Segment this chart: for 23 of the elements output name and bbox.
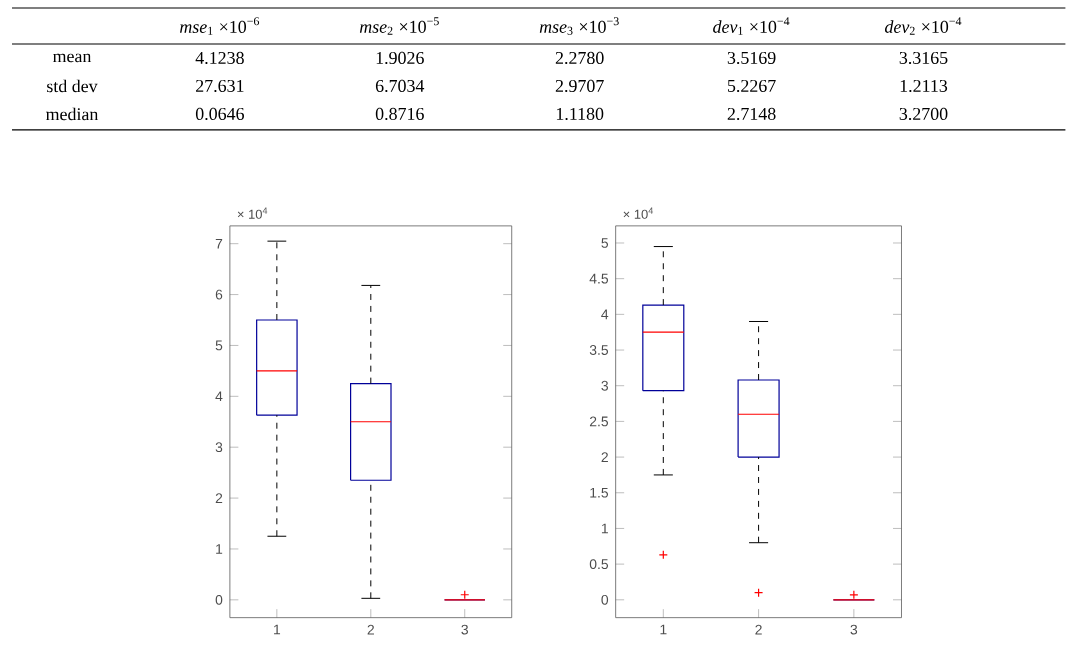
text: 4.1238 [195, 52, 244, 65]
text: 6.7034 [375, 80, 425, 93]
text: 1.1180 [556, 108, 604, 121]
category-label: mse$_{2}$ ×10$^{−5}$ [359, 17, 439, 35]
category-label: dev$_{1}$ ×10$^{−4}$ [713, 17, 790, 35]
category-label: dev$_{2}$ ×10$^{−4}$ [884, 17, 962, 35]
category-label: mean [52, 53, 92, 63]
text: 3.3165 [899, 52, 948, 65]
text: 0.8716 [375, 108, 424, 121]
category-label: mse$_{3}$ ×10$^{−3}$ [539, 17, 619, 35]
text: 2.7148 [727, 108, 776, 121]
text: 27.631 [196, 80, 244, 93]
text: 5.2267 [727, 80, 776, 93]
text: 3.5169 [727, 52, 776, 65]
category-label: median [45, 107, 99, 121]
category-label: mse$_{1}$ ×10$^{−6}$ [180, 17, 260, 35]
text: 1.9026 [376, 52, 424, 65]
text: 1.2113 [900, 80, 948, 93]
text: 0.0646 [195, 108, 244, 121]
text: 2.2780 [555, 52, 604, 65]
text: 2.9707 [555, 80, 604, 93]
category-label: std dev [47, 79, 98, 93]
text: 3.2700 [899, 108, 948, 121]
